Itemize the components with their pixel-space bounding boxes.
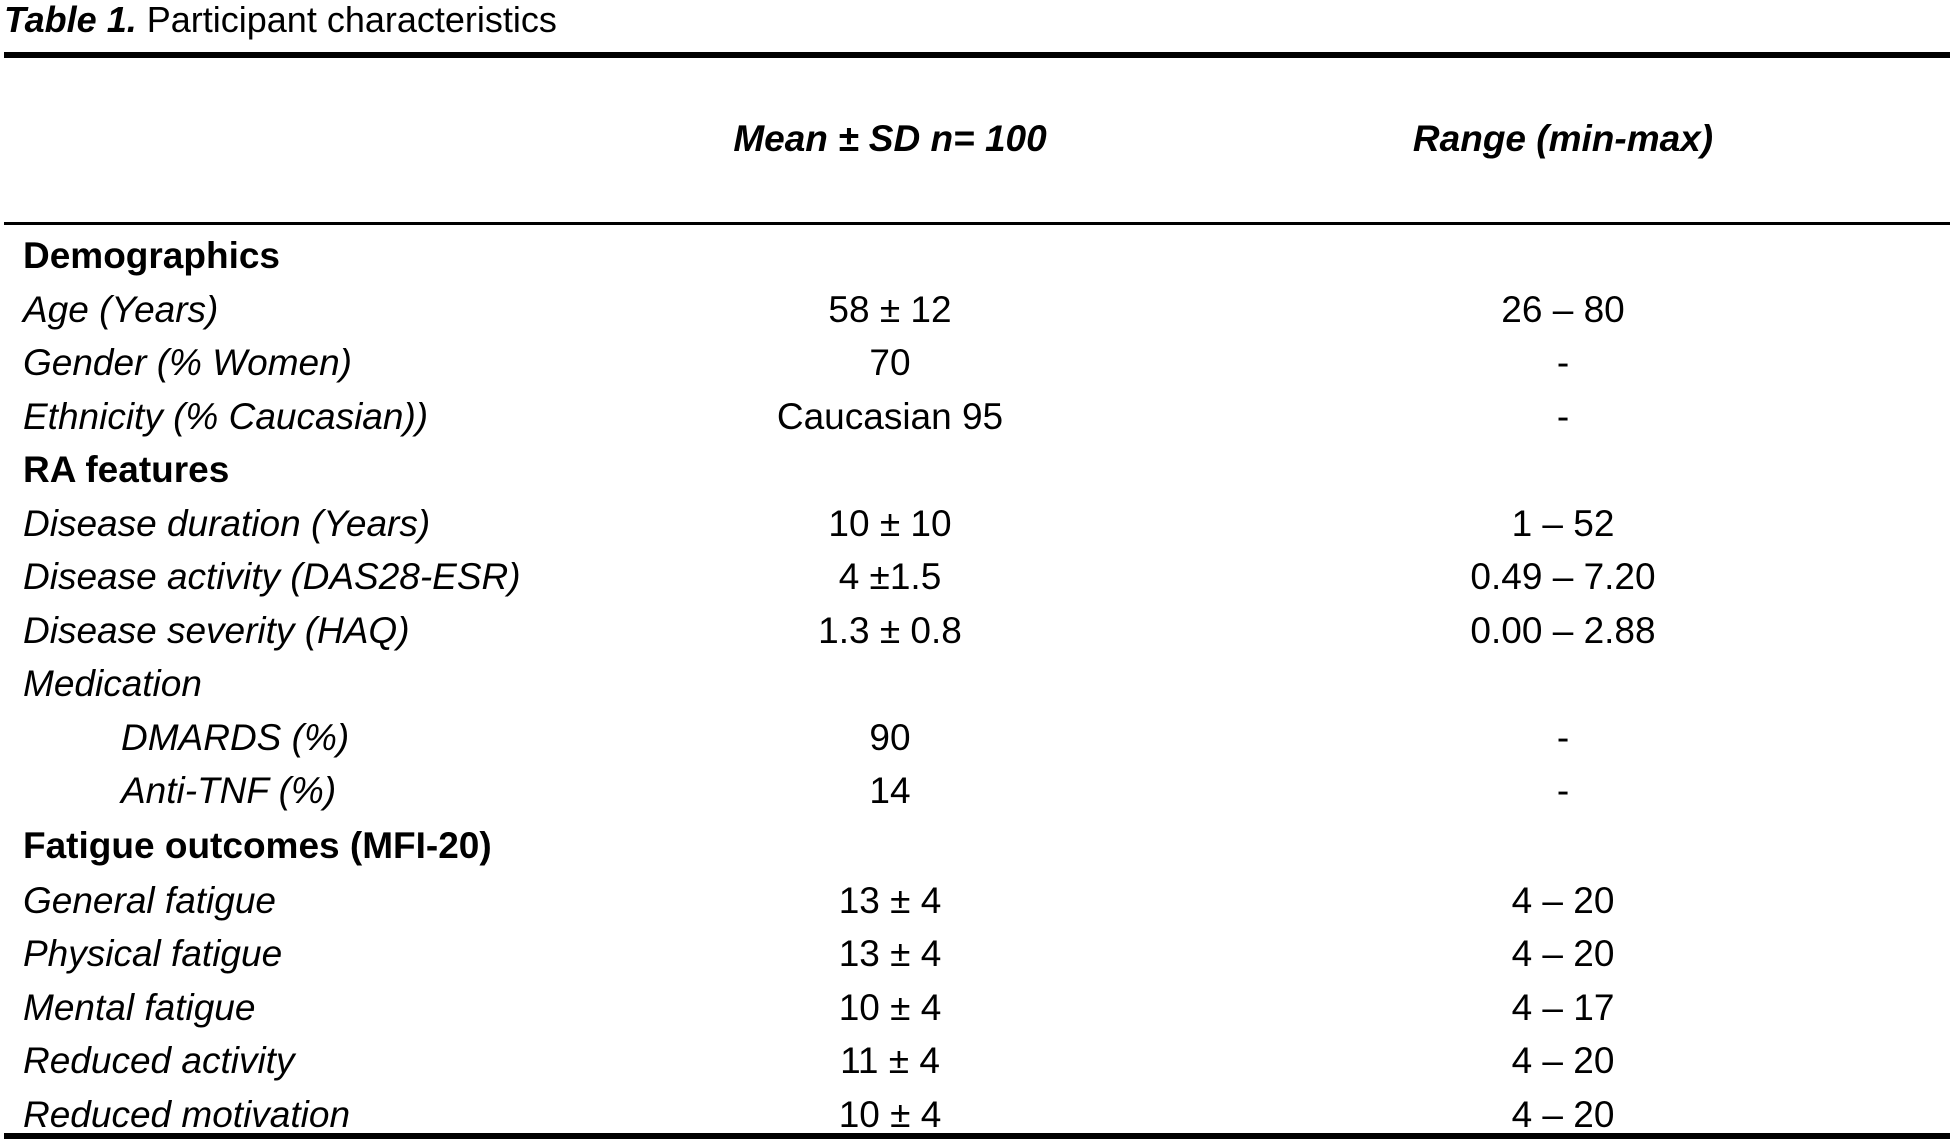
column-header-mean: Mean ± SD n= 100 <box>733 118 1047 159</box>
row-range: - <box>1556 395 1570 437</box>
table-row: Ethnicity (% Caucasian)) Caucasian 95 - <box>0 390 1950 444</box>
row-range: 0.49 – 7.20 <box>1470 556 1656 597</box>
row-label: Fatigue outcomes (MFI-20) <box>23 824 492 866</box>
table-row: Age (Years) 58 ± 12 26 – 80 <box>0 283 1950 337</box>
row-label: Disease activity (DAS28-ESR) <box>23 556 521 597</box>
row-label: Disease duration (Years) <box>23 502 431 544</box>
row-mean: 13 ± 4 <box>838 879 942 921</box>
row-label: Ethnicity (% Caucasian)) <box>23 395 429 437</box>
table-caption: Table 1. Participant characteristics <box>4 0 557 40</box>
table-row: DMARDS (%) 90 - <box>0 711 1950 765</box>
row-range: 0.00 – 2.88 <box>1470 609 1656 651</box>
table-row: Fatigue outcomes (MFI-20) <box>0 818 1950 874</box>
row-label: RA features <box>23 449 230 490</box>
row-label: Physical fatigue <box>23 933 283 974</box>
row-mean: Caucasian 95 <box>776 395 1004 437</box>
row-mean: 11 ± 4 <box>840 1040 940 1081</box>
table-row: General fatigue 13 ± 4 4 – 20 <box>0 874 1950 928</box>
table-row: Reduced activity 11 ± 4 4 – 20 <box>0 1034 1950 1088</box>
row-label: Reduced motivation <box>23 1093 351 1135</box>
table-row: Gender (% Women) 70 - <box>0 336 1950 390</box>
row-mean: 13 ± 4 <box>838 933 942 974</box>
row-label: Anti-TNF (%) <box>121 770 337 811</box>
table-row: Demographics <box>0 229 1950 283</box>
row-mean: 90 <box>869 716 911 758</box>
row-range: - <box>1556 342 1570 383</box>
row-label: Disease severity (HAQ) <box>23 609 410 651</box>
row-range: 4 – 20 <box>1511 1093 1615 1135</box>
table-header-rule <box>4 222 1950 225</box>
table-body: Demographics Age (Years) 58 ± 12 26 – 80… <box>0 229 1950 1141</box>
table-row: Disease severity (HAQ) 1.3 ± 0.8 0.00 – … <box>0 604 1950 658</box>
row-mean: 1.3 ± 0.8 <box>818 609 962 651</box>
row-label: General fatigue <box>23 879 277 921</box>
column-header-range: Range (min-max) <box>1412 118 1714 159</box>
row-label: DMARDS (%) <box>121 716 350 758</box>
row-mean: 10 ± 10 <box>828 502 952 544</box>
row-range: - <box>1556 770 1570 811</box>
table-row: Reduced motivation 10 ± 4 4 – 20 <box>0 1088 1950 1142</box>
row-mean: 14 <box>869 770 911 811</box>
row-range: - <box>1556 716 1570 758</box>
table-top-rule <box>4 52 1950 58</box>
row-range: 4 – 20 <box>1511 933 1615 974</box>
table-row: Physical fatigue 13 ± 4 4 – 20 <box>0 927 1950 981</box>
row-mean: 10 ± 4 <box>838 1093 942 1135</box>
row-range: 1 – 52 <box>1511 502 1615 544</box>
table-bottom-rule <box>4 1133 1950 1139</box>
row-mean: 10 ± 4 <box>838 986 942 1028</box>
row-label: Medication <box>23 663 202 704</box>
row-range: 4 – 17 <box>1511 986 1615 1028</box>
table-title: Participant characteristics <box>146 0 557 40</box>
table-number: Table 1. <box>4 0 137 40</box>
row-range: 26 – 80 <box>1501 288 1625 330</box>
row-label: Gender (% Women) <box>23 342 352 383</box>
table-row: Medication <box>0 657 1950 711</box>
row-label: Reduced activity <box>23 1040 295 1081</box>
row-range: 4 – 20 <box>1511 879 1615 921</box>
row-range: 4 – 20 <box>1511 1040 1615 1081</box>
table-row: Disease activity (DAS28-ESR) 4 ±1.5 0.49… <box>0 550 1950 604</box>
row-label: Mental fatigue <box>23 986 256 1028</box>
table-row: Mental fatigue 10 ± 4 4 – 17 <box>0 981 1950 1035</box>
row-mean: 58 ± 12 <box>828 288 952 330</box>
row-mean: 4 ±1.5 <box>838 556 942 597</box>
row-label: Demographics <box>23 235 281 276</box>
table-row: Disease duration (Years) 10 ± 10 1 – 52 <box>0 497 1950 551</box>
row-mean: 70 <box>869 342 911 383</box>
table-row: RA features <box>0 443 1950 497</box>
table-row: Anti-TNF (%) 14 - <box>0 764 1950 818</box>
row-label: Age (Years) <box>23 288 219 330</box>
